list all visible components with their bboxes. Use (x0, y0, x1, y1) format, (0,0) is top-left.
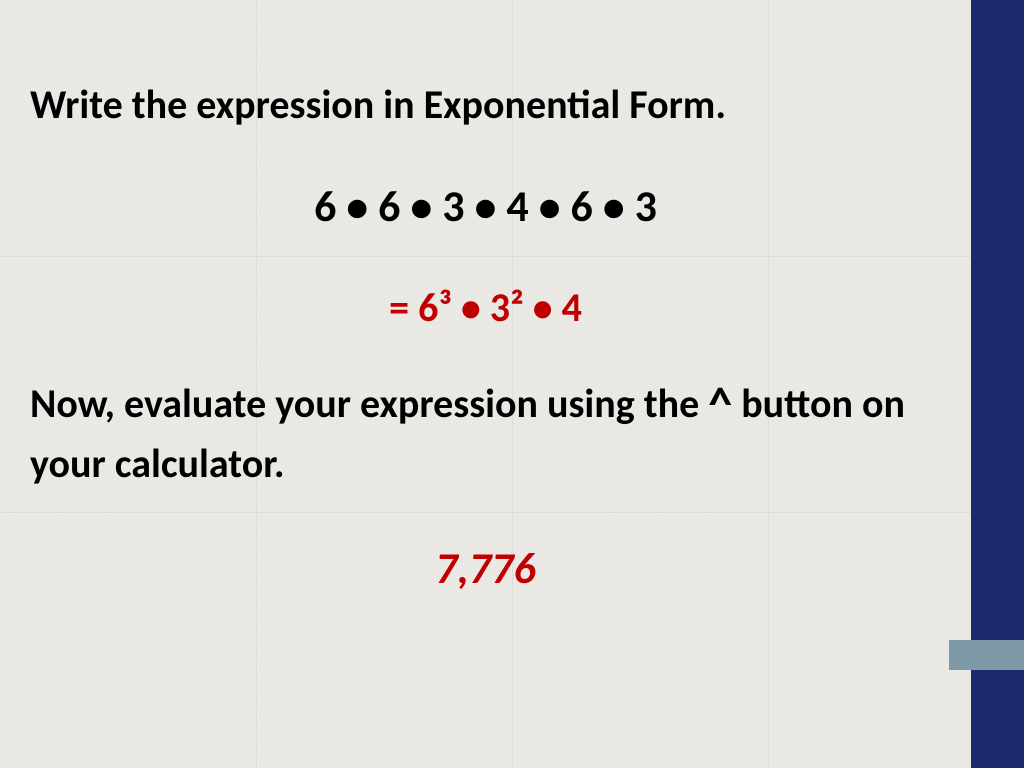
slide-content: Write the expression in Exponential Form… (0, 0, 971, 768)
math-expression: 6 • 6 • 3 • 4 • 6 • 3 (30, 179, 941, 233)
instruction-pre: Now, evaluate your expression using the (30, 379, 708, 428)
result-value: 7,776 (30, 541, 941, 595)
instruction-text: Now, evaluate your expression using the … (30, 372, 941, 491)
slide: Write the expression in Exponential Form… (0, 0, 1024, 768)
answer-expression: = 6³ • 3² • 4 (30, 283, 941, 332)
caret-symbol: ^ (708, 374, 732, 433)
slide-title: Write the expression in Exponential Form… (30, 80, 941, 129)
